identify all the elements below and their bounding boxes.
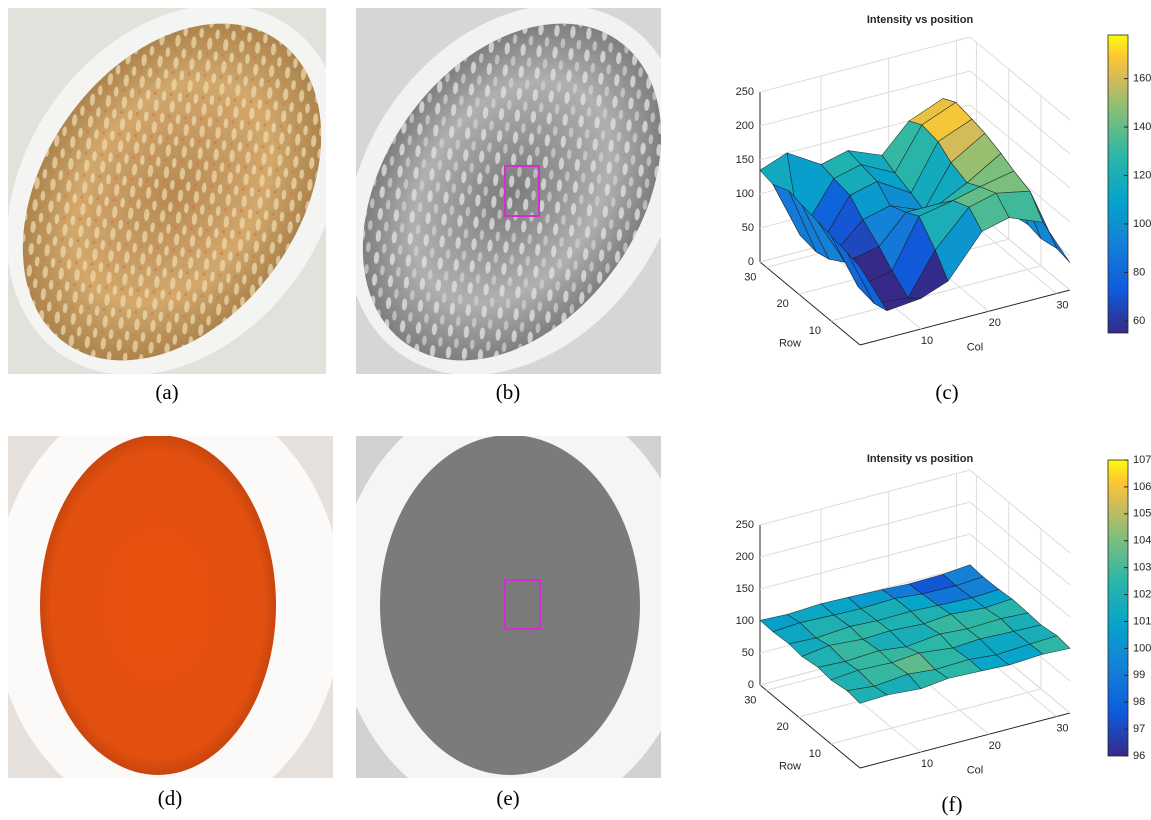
colorbar-tick-label: 80 [1133,266,1145,278]
caption: (f) [942,792,963,816]
grid-line [760,470,970,525]
z-tick-label: 100 [736,615,754,627]
colorbar-tick-label: 102 [1133,588,1151,600]
colorbar-tick-label: 98 [1133,696,1145,708]
colorbar [1108,35,1128,333]
y-tick-label: 10 [809,325,821,337]
x-tick-label: 30 [1056,722,1068,734]
x-tick-label: 10 [921,758,933,770]
x-tick-label: 20 [989,740,1001,752]
grid-line [760,502,970,557]
x-tick-label: 10 [921,335,933,347]
z-tick-label: 50 [742,647,754,659]
photo-soup [0,390,343,820]
photo-soup-gray [335,390,695,820]
y-axis-label: Row [779,760,801,772]
z-tick-label: 200 [736,551,754,563]
colorbar-tick-label: 104 [1133,535,1151,547]
caption: (a) [155,380,178,404]
chart-title: Intensity vs position [867,453,974,465]
x-axis-label: Col [967,341,984,353]
photo-rice-gray [277,0,752,440]
z-tick-label: 0 [748,256,754,268]
x-axis-label: Col [967,764,984,776]
colorbar-tick-label: 140 [1133,121,1151,133]
colorbar-tick-label: 99 [1133,669,1145,681]
photo-rice [0,0,413,440]
grid-line [970,37,1070,120]
caption: (c) [935,380,958,404]
chart-title: Intensity vs position [867,14,974,26]
colorbar [1108,460,1128,756]
z-tick-label: 150 [736,154,754,166]
colorbar-tick-label: 101 [1133,615,1151,627]
colorbar-tick-label: 103 [1133,562,1151,574]
colorbar-tick-label: 107 [1133,454,1151,466]
colorbar-tick-label: 100 [1133,218,1151,230]
caption: (d) [158,786,183,810]
x-tick-label: 30 [1056,299,1068,311]
z-tick-label: 200 [736,120,754,132]
z-tick-label: 0 [748,679,754,691]
colorbar-tick-label: 120 [1133,169,1151,181]
figure: (a) (b) (c) (d) (e) (f) 0501001502002501… [0,0,1151,820]
grid-line [970,502,1070,585]
z-tick-label: 150 [736,583,754,595]
colorbar-tick-label: 106 [1133,481,1151,493]
colorbar-tick-label: 97 [1133,723,1145,735]
y-axis-label: Row [779,337,801,349]
y-tick-label: 20 [776,721,788,733]
z-tick-label: 50 [742,222,754,234]
y-tick-label: 10 [809,748,821,760]
x-tick-label: 20 [989,317,1001,329]
colorbar-tick-label: 100 [1133,642,1151,654]
colorbar-tick-label: 96 [1133,750,1145,762]
x-axis [860,713,1070,768]
caption: (e) [496,786,519,810]
z-tick-label: 250 [736,86,754,98]
colorbar-tick-label: 160 [1133,73,1151,85]
grid-line [760,37,970,92]
z-tick-label: 250 [736,519,754,531]
colorbar-tick-label: 60 [1133,315,1145,327]
caption: (b) [496,380,521,404]
colorbar-tick-label: 105 [1133,508,1151,520]
y-tick-label: 30 [744,271,756,283]
y-tick-label: 30 [744,694,756,706]
grid-line [970,470,1070,553]
z-tick-label: 100 [736,188,754,200]
y-tick-label: 20 [776,298,788,310]
